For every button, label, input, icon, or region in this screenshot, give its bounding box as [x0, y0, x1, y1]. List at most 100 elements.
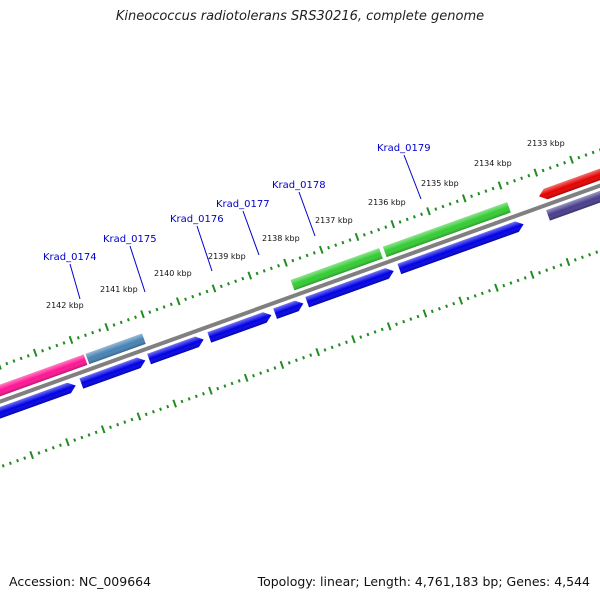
tick-mark: [62, 341, 66, 345]
tick-mark: [41, 348, 45, 353]
tick-mark: [58, 443, 62, 447]
gene-leader-line: [403, 154, 422, 200]
tick-mark: [269, 266, 273, 271]
tick-mark: [398, 220, 402, 224]
gene-arrow-blue[interactable]: [305, 266, 395, 308]
tick-mark: [491, 186, 495, 191]
kbp-tick-label: 2138 kbp: [262, 234, 300, 243]
kbp-tick-label: 2141 kbp: [100, 285, 138, 294]
gene-leader-line: [129, 245, 146, 293]
tick-mark: [134, 315, 137, 319]
tick-mark: [162, 305, 166, 309]
tick-mark: [94, 430, 98, 435]
tick-mark: [552, 265, 556, 270]
tick-mark: [366, 332, 370, 337]
tick-mark: [259, 371, 263, 375]
tick-mark: [538, 271, 541, 275]
tick-mark: [119, 320, 123, 325]
tick-mark: [140, 310, 145, 319]
kbp-tick-label: 2137 kbp: [315, 216, 353, 225]
tick-mark: [211, 284, 217, 293]
tick-mark: [12, 359, 16, 363]
tick-mark: [359, 335, 363, 339]
tick-mark: [373, 330, 377, 334]
tick-mark: [241, 276, 245, 281]
tick-mark: [529, 270, 535, 279]
gene-arrow-green[interactable]: [290, 248, 383, 291]
lower-tick-ruler: [1, 250, 599, 468]
tick-mark: [533, 168, 539, 177]
tick-mark: [8, 461, 12, 466]
tick-mark: [527, 173, 531, 178]
tick-mark: [205, 289, 209, 294]
tick-mark: [44, 448, 48, 453]
tick-mark: [201, 391, 205, 396]
tick-mark: [91, 330, 95, 335]
tick-mark: [291, 258, 295, 263]
tick-mark: [219, 284, 223, 289]
gene-arrow-green[interactable]: [382, 202, 511, 258]
tick-mark: [384, 225, 388, 229]
gene-arrow-blue[interactable]: [397, 219, 526, 275]
gene-arrow-slate[interactable]: [546, 156, 600, 221]
tick-mark: [51, 446, 55, 450]
tick-mark: [16, 458, 19, 463]
kbp-tick-label: 2142 kbp: [46, 301, 84, 310]
tick-mark: [123, 420, 127, 424]
tick-mark: [494, 283, 499, 292]
gene-leader-line: [242, 210, 260, 256]
tick-mark: [441, 204, 445, 209]
gene-arrow-pink[interactable]: [0, 354, 88, 419]
gene-arrow-blue[interactable]: [0, 380, 78, 439]
tick-mark: [466, 296, 470, 301]
gene-leader-line: [69, 263, 81, 300]
tick-mark: [277, 263, 280, 268]
tick-mark: [187, 397, 191, 401]
kbp-tick-label: 2140 kbp: [154, 269, 192, 278]
kbp-tick-label: 2133 kbp: [527, 139, 565, 148]
tick-mark: [172, 399, 177, 408]
tick-mark: [390, 219, 396, 229]
map-title: Kineococcus radiotolerans SRS30216, comp…: [115, 9, 485, 24]
tick-mark: [109, 425, 112, 429]
genome-backbone: [0, 150, 600, 439]
tick-mark: [298, 256, 302, 260]
gene-arrow-blue[interactable]: [207, 310, 273, 343]
tick-mark: [23, 456, 27, 460]
tick-mark: [345, 340, 348, 345]
tick-mark: [104, 322, 110, 332]
tick-mark: [461, 194, 467, 203]
tick-mark: [155, 307, 159, 312]
tick-mark: [541, 168, 545, 173]
tick-mark: [591, 150, 595, 155]
tick-mark: [563, 161, 567, 165]
gene-arrow-red[interactable]: [537, 137, 600, 202]
gene-arrow-blue[interactable]: [79, 355, 147, 389]
gene-label[interactable]: Krad_0175: [103, 234, 157, 245]
tick-mark: [148, 310, 152, 314]
tick-mark: [395, 322, 398, 326]
gene-label[interactable]: Krad_0174: [43, 252, 97, 263]
gene-arrow-steel[interactable]: [85, 333, 146, 365]
tick-mark: [32, 348, 38, 357]
gene-label[interactable]: Krad_0177: [216, 199, 270, 210]
gene-label[interactable]: Krad_0176: [170, 214, 224, 225]
gene-label[interactable]: Krad_0179: [377, 143, 431, 154]
tick-mark: [337, 343, 341, 347]
tick-mark: [548, 166, 552, 170]
tick-mark: [130, 417, 134, 422]
tick-mark: [216, 386, 220, 391]
tick-mark: [37, 451, 41, 455]
tick-mark: [175, 297, 181, 306]
gene-label[interactable]: Krad_0178: [272, 180, 326, 191]
gene-arrow-blue[interactable]: [147, 334, 205, 365]
tick-mark: [402, 319, 406, 324]
tick-mark: [351, 335, 356, 344]
tick-mark: [191, 294, 195, 299]
tick-mark: [422, 309, 428, 318]
tick-mark: [412, 215, 416, 219]
tick-mark: [279, 360, 285, 370]
gene-arrow-blue[interactable]: [273, 298, 305, 319]
tick-mark: [420, 212, 423, 217]
